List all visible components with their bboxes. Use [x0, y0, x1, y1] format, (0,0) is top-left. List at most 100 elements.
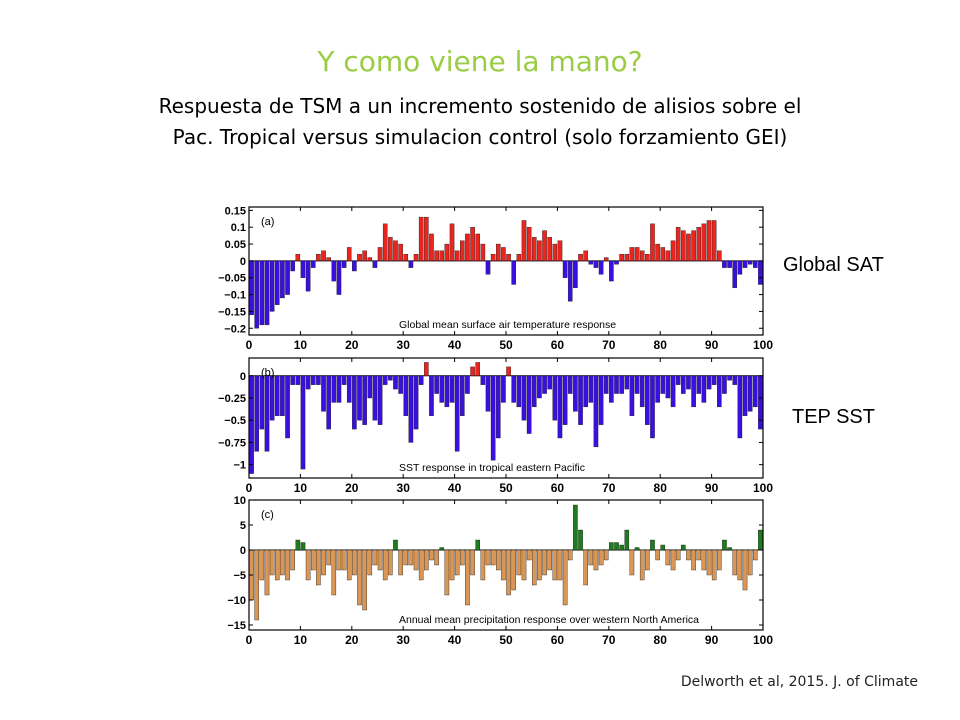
bar [321, 375, 326, 412]
bar [753, 375, 758, 408]
bar [439, 250, 445, 262]
x-tick-label: 80 [654, 481, 668, 495]
bar [547, 237, 552, 262]
bar [634, 247, 640, 262]
x-tick-label: 80 [654, 338, 668, 352]
bar [485, 375, 491, 412]
slide-subtitle: Respuesta de TSM a un incremento sosteni… [0, 91, 960, 153]
bar [341, 375, 347, 385]
bar [681, 544, 686, 551]
bar [398, 243, 403, 262]
y-tick-label: 5 [240, 520, 246, 532]
y-tick-label: −10 [227, 595, 246, 607]
bar [280, 375, 285, 416]
bar [480, 375, 486, 385]
bar [521, 549, 527, 581]
bar [388, 549, 393, 576]
bar [454, 375, 460, 452]
bar [639, 375, 645, 408]
bar [562, 260, 568, 278]
bar [388, 237, 393, 262]
x-tick-label: 100 [753, 481, 773, 495]
bar [424, 362, 429, 376]
bar [650, 539, 655, 551]
y-tick-label: −0.25 [218, 393, 246, 405]
bar [403, 253, 409, 262]
bar [670, 240, 676, 262]
bar [264, 549, 270, 596]
bar [372, 549, 378, 566]
bar [274, 375, 280, 416]
bar [747, 260, 753, 265]
bar [758, 529, 763, 551]
bar [506, 366, 511, 376]
bar [357, 375, 362, 421]
bar [393, 240, 398, 262]
bar [357, 253, 362, 262]
bar [449, 549, 455, 581]
bar [382, 375, 388, 385]
bar [444, 243, 450, 262]
bar [557, 375, 563, 439]
bar [598, 260, 604, 275]
bar [552, 243, 558, 262]
bar [598, 375, 604, 425]
bar [496, 243, 501, 262]
bar [413, 253, 419, 262]
bar [316, 375, 321, 385]
bar [382, 223, 388, 262]
slide-title: Y como viene la mano? [317, 45, 643, 78]
bar [567, 549, 573, 561]
bar [331, 260, 337, 282]
bar [711, 220, 717, 262]
bar [711, 375, 717, 385]
bar [650, 223, 655, 262]
bar [753, 260, 758, 268]
bar [573, 504, 578, 551]
bar [758, 375, 763, 430]
bar [403, 375, 409, 416]
bar [352, 375, 357, 430]
bar [531, 375, 537, 408]
bar [727, 547, 732, 551]
bar [552, 375, 558, 421]
bar [691, 230, 696, 262]
bar [475, 233, 481, 262]
bar [562, 375, 568, 425]
bar [732, 260, 738, 289]
y-tick-label: −0.2 [224, 323, 246, 335]
bar [454, 549, 460, 576]
bar [321, 250, 326, 262]
bar [670, 375, 676, 408]
bar [285, 549, 290, 581]
bar [655, 549, 660, 561]
bar [362, 250, 367, 262]
x-tick-label: 30 [397, 633, 411, 647]
bar [377, 549, 383, 571]
bar [454, 250, 460, 262]
bar [418, 216, 424, 262]
bar [578, 375, 583, 425]
bar [367, 375, 373, 399]
bar [506, 549, 511, 596]
bar [629, 375, 635, 416]
bar [542, 375, 547, 394]
bar [336, 549, 342, 571]
bar [660, 247, 666, 262]
bar [588, 260, 594, 265]
bar [737, 375, 743, 439]
bar [722, 375, 727, 394]
bar [449, 375, 455, 403]
bar [305, 549, 311, 581]
bar [331, 375, 337, 403]
x-tick-label: 60 [551, 633, 565, 647]
bar [696, 549, 702, 561]
bar [290, 549, 295, 571]
bar [290, 375, 295, 385]
bar [470, 366, 475, 376]
bar [413, 375, 419, 430]
x-tick-label: 0 [246, 338, 253, 352]
bar [742, 260, 748, 268]
bar [753, 549, 758, 561]
bar [619, 375, 624, 394]
